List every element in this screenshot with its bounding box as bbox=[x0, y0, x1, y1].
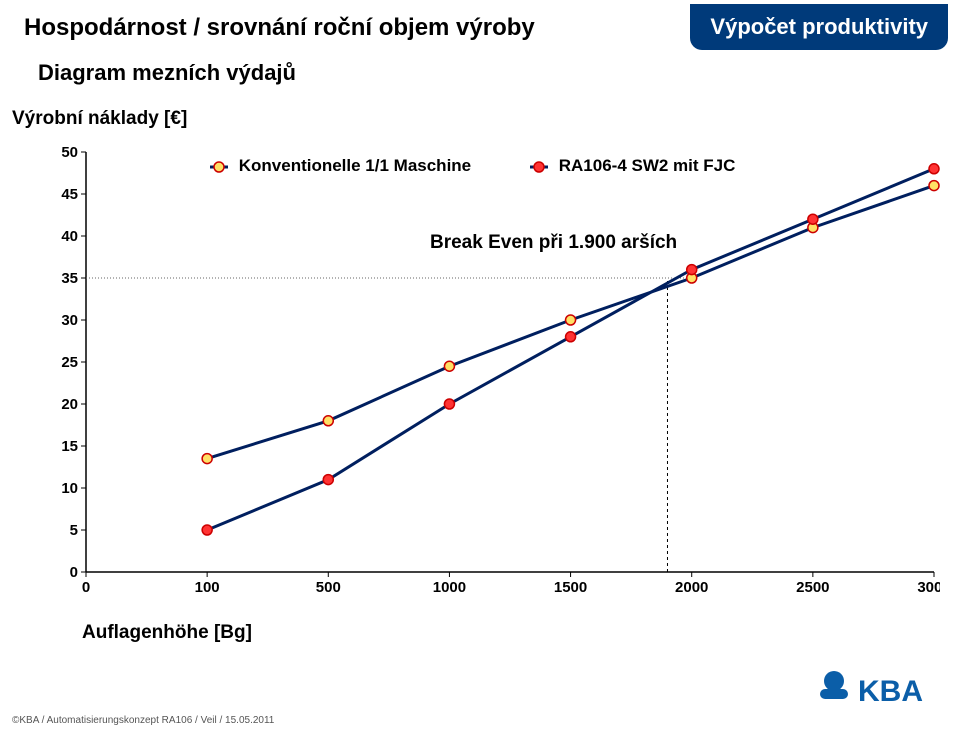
legend-2-label: RA106-4 SW2 mit FJC bbox=[559, 156, 736, 175]
legend-1-label: Konventionelle 1/1 Maschine bbox=[239, 156, 471, 175]
svg-text:2500: 2500 bbox=[796, 579, 829, 596]
kba-logo: KBA bbox=[816, 665, 946, 720]
page-title: Hospodárnost / srovnání roční objem výro… bbox=[24, 14, 535, 42]
legend-item-1: Konventionelle 1/1 Maschine bbox=[210, 156, 471, 176]
svg-text:500: 500 bbox=[316, 579, 341, 596]
svg-text:100: 100 bbox=[195, 579, 220, 596]
legend-item-2: RA106-4 SW2 mit FJC bbox=[530, 156, 735, 176]
svg-text:30: 30 bbox=[61, 312, 78, 329]
x-axis-label: Auflagenhöhe [Bg] bbox=[82, 622, 252, 644]
logo-text: KBA bbox=[858, 675, 923, 708]
svg-text:35: 35 bbox=[61, 270, 78, 287]
page-subtitle: Diagram mezních výdajů bbox=[38, 60, 296, 86]
svg-text:5: 5 bbox=[70, 522, 78, 539]
svg-text:0: 0 bbox=[70, 564, 78, 581]
svg-text:45: 45 bbox=[61, 186, 78, 203]
svg-text:15: 15 bbox=[61, 438, 78, 455]
svg-text:10: 10 bbox=[61, 480, 78, 497]
break-even-annotation: Break Even při 1.900 arších bbox=[430, 232, 677, 254]
svg-text:1500: 1500 bbox=[554, 579, 587, 596]
svg-text:0: 0 bbox=[82, 579, 90, 596]
chart-svg: 0510152025303540455001005001000150020002… bbox=[60, 146, 940, 596]
svg-text:3000: 3000 bbox=[917, 579, 940, 596]
svg-text:40: 40 bbox=[61, 228, 78, 245]
y-axis-label: Výrobní náklady [€] bbox=[12, 108, 187, 130]
svg-text:50: 50 bbox=[61, 146, 78, 161]
svg-text:1000: 1000 bbox=[433, 579, 466, 596]
svg-text:20: 20 bbox=[61, 396, 78, 413]
svg-text:2000: 2000 bbox=[675, 579, 708, 596]
header-badge: Výpočet produktivity bbox=[690, 4, 948, 50]
chart-area: 0510152025303540455001005001000150020002… bbox=[60, 146, 940, 596]
footer-text: ©KBA / Automatisierungskonzept RA106 / V… bbox=[12, 715, 274, 726]
svg-text:25: 25 bbox=[61, 354, 78, 371]
